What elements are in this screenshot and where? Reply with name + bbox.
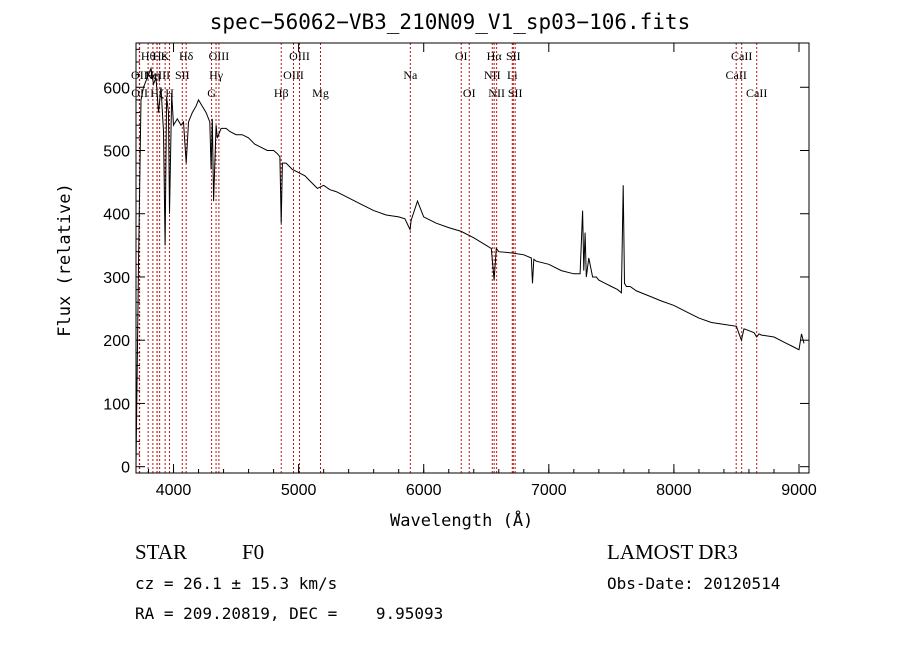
redshift-cz: cz = 26.1 ± 15.3 km/s: [135, 574, 338, 593]
line-label: CaII: [731, 49, 752, 63]
line-label: Li: [507, 68, 518, 82]
y-tick-label: 0: [121, 460, 130, 477]
line-label: K: [161, 49, 170, 63]
line-label: Hγ: [209, 68, 224, 82]
line-label: Hη: [145, 68, 160, 82]
line-label: SII: [506, 49, 521, 63]
x-axis-label: Wavelength (Å): [390, 511, 534, 531]
line-label: Hα: [487, 49, 503, 63]
line-label: NII: [488, 86, 505, 100]
line-label: Hθ: [141, 49, 156, 63]
line-label: OIII: [289, 49, 310, 63]
y-tick-label: 200: [103, 333, 130, 350]
survey-name: LAMOST DR3: [607, 540, 738, 564]
line-label: Mg: [312, 86, 329, 100]
plot-frame: [135, 42, 810, 474]
line-label: H: [165, 86, 174, 100]
line-label: OI: [463, 86, 476, 100]
line-label: Hε: [153, 49, 167, 63]
x-tick-label: 5000: [281, 482, 317, 499]
ra-dec-coordinates: RA = 209.20819, DEC = 9.95093: [135, 604, 444, 623]
chart-title: spec−56062−VB3_210N09_V1_sp03−106.fits: [209, 10, 691, 34]
spectrum-line: [135, 66, 805, 467]
x-axis-ticks: 4000 5000 6000 7000 8000 9000: [148, 43, 817, 499]
y-tick-label: 500: [103, 144, 130, 161]
y-tick-label: 100: [103, 396, 130, 413]
y-axis-label: Flux (relative): [55, 183, 75, 337]
line-label: Hβ: [274, 86, 289, 100]
line-label: CaII: [726, 68, 747, 82]
observation-date: Obs-Date: 20120514: [607, 574, 781, 593]
line-label: SII: [508, 86, 523, 100]
y-axis-ticks: 0 100 200 300 400 500 600: [103, 48, 809, 477]
x-tick-label: 6000: [406, 482, 442, 499]
line-markers: [138, 43, 758, 473]
x-tick-label: 8000: [656, 482, 692, 499]
x-tick-label: 7000: [531, 482, 567, 499]
line-label: OII: [131, 86, 148, 100]
y-tick-label: 600: [103, 80, 130, 97]
line-label: NII: [484, 68, 501, 82]
x-tick-label: 9000: [781, 482, 817, 499]
x-tick-label: 4000: [156, 482, 192, 499]
line-label: Hδ: [179, 49, 194, 63]
y-tick-label: 300: [103, 270, 130, 287]
line-label: Na: [403, 68, 418, 82]
line-label: OIII: [209, 49, 230, 63]
line-label: NeIII: [144, 68, 170, 82]
object-type: STAR: [135, 540, 187, 564]
line-label: G: [207, 86, 216, 100]
line-label: OIII: [283, 68, 304, 82]
line-label: OI: [455, 49, 468, 63]
y-tick-label: 400: [103, 207, 130, 224]
line-label: SII: [175, 68, 190, 82]
object-subclass: F0: [242, 540, 265, 564]
line-label: CaII: [746, 86, 767, 100]
